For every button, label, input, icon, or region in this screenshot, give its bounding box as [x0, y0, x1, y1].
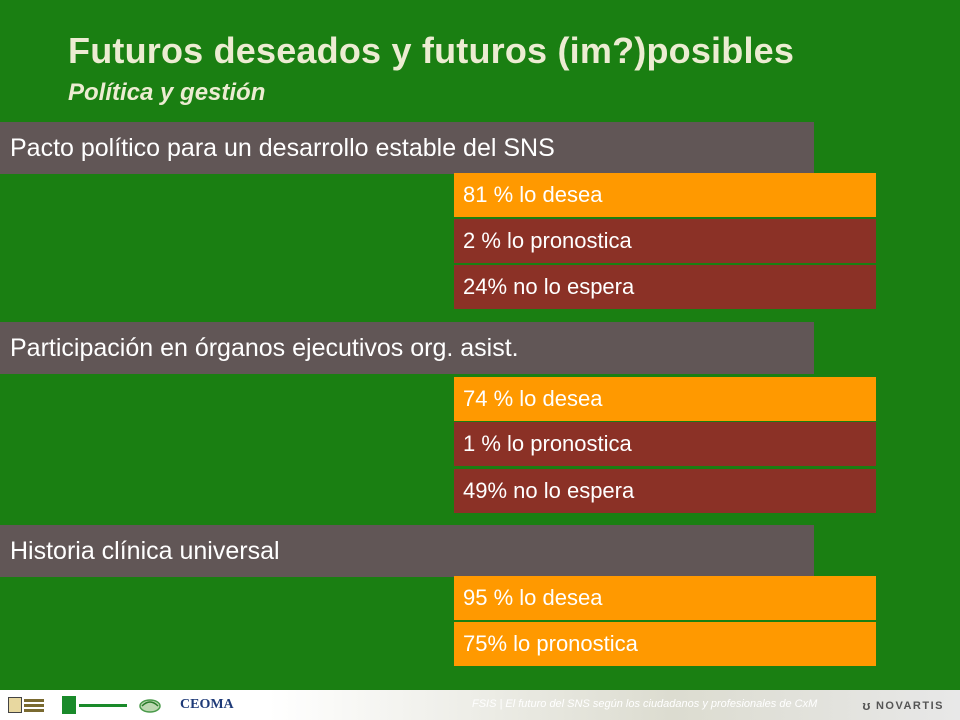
result-bar-no-espera: 49% no lo espera	[454, 469, 876, 513]
leaf-logo	[136, 694, 164, 716]
foro-pacientes-logo	[62, 694, 130, 716]
novartis-brand: ʊ NOVARTIS	[862, 698, 944, 713]
slide-subtitle: Política y gestión	[68, 79, 266, 106]
slide-title: Futuros deseados y futuros (im?)posibles	[68, 30, 795, 71]
result-bar-pronostica: 2 % lo pronostica	[454, 219, 876, 263]
fsis-logo	[8, 694, 48, 716]
result-bar-desea: 81 % lo desea	[454, 173, 876, 217]
footer-bar: CEOMA FSIS | El futuro del SNS según los…	[0, 690, 960, 720]
ceoma-logo: CEOMA	[180, 697, 234, 712]
result-bar-no-espera: 24% no lo espera	[454, 265, 876, 309]
result-bar-pronostica: 75% lo pronostica	[454, 622, 876, 666]
section-header-participacion: Participación en órganos ejecutivos org.…	[0, 322, 814, 374]
brand-name: NOVARTIS	[875, 699, 944, 712]
novartis-icon: ʊ	[862, 698, 872, 713]
footer-text: FSIS | El futuro del SNS según los ciuda…	[472, 698, 818, 710]
result-bar-desea: 74 % lo desea	[454, 377, 876, 421]
result-bar-desea: 95 % lo desea	[454, 576, 876, 620]
result-bar-pronostica: 1 % lo pronostica	[454, 422, 876, 466]
section-header-historia: Historia clínica universal	[0, 525, 814, 577]
section-header-pacto: Pacto político para un desarrollo establ…	[0, 122, 814, 174]
